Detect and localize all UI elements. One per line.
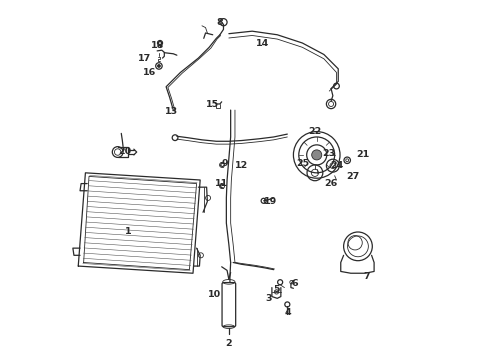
Text: 1: 1 [125,228,132,237]
Text: 3: 3 [265,294,271,303]
Text: 13: 13 [165,107,178,116]
Text: 9: 9 [222,159,229,168]
Text: 10: 10 [208,290,221,299]
Text: 15: 15 [206,100,220,109]
Text: 5: 5 [273,285,280,294]
Text: 18: 18 [150,41,164,50]
Circle shape [312,150,322,160]
Text: 12: 12 [235,161,248,170]
Text: 14: 14 [256,39,270,48]
Text: 24: 24 [330,161,343,170]
Text: 19: 19 [264,197,277,206]
Text: 2: 2 [225,339,232,348]
Text: 26: 26 [324,179,338,188]
Text: 20: 20 [118,147,131,156]
Circle shape [157,64,160,67]
Text: 22: 22 [308,127,321,136]
Text: 11: 11 [215,179,228,188]
Text: 27: 27 [346,172,359,181]
FancyBboxPatch shape [222,283,236,327]
Text: 17: 17 [138,54,151,63]
Text: 4: 4 [285,308,292,317]
Text: 21: 21 [357,150,370,159]
Text: 6: 6 [291,279,298,288]
Text: 8: 8 [217,18,223,27]
Text: 25: 25 [296,159,309,168]
Text: 7: 7 [364,272,370,281]
Text: 23: 23 [323,149,336,158]
Text: 16: 16 [144,68,157,77]
